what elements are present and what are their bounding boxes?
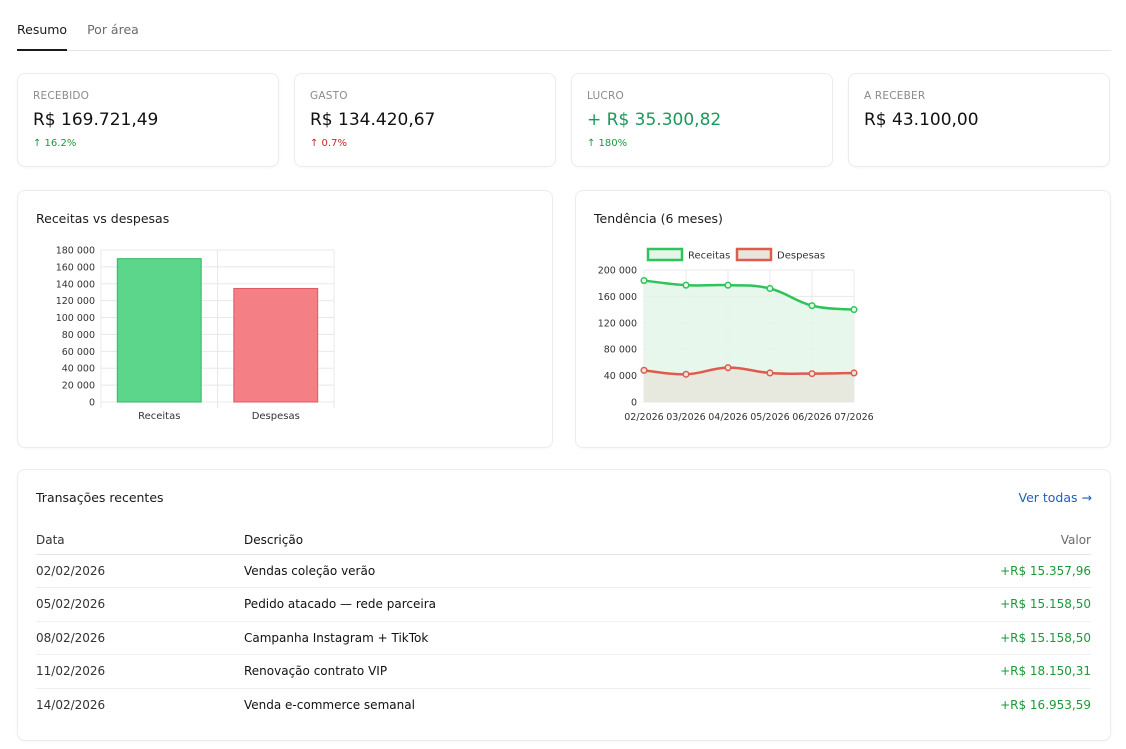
data-point: [766, 284, 774, 293]
y-tick-label: 120 000: [56, 296, 95, 307]
y-tick-label: 20 000: [62, 381, 95, 392]
chart-title: Tendência (6 meses): [594, 211, 723, 226]
transactions-card: Transações recentes Ver todas → Data Des…: [17, 469, 1111, 741]
y-tick-label: 80 000: [62, 330, 95, 341]
stat-label: LUCRO: [587, 90, 624, 102]
bar-chart: 0 20 000 40 000 60 000 80 000 100 000 120 000 1…: [56, 246, 335, 422]
view-all-link[interactable]: Ver todas →: [1018, 490, 1093, 505]
legend-label: Despesas: [777, 251, 825, 262]
row-date: 08/02/2026: [36, 621, 244, 655]
table-row[interactable]: 08/02/2026 Campanha Instagram + TikTok +…: [36, 621, 1091, 655]
y-tick-label: 120 000: [598, 318, 637, 329]
row-description: Venda e-commerce semanal: [244, 698, 415, 712]
bar-despesas: [233, 287, 319, 403]
y-tick-label: 0: [89, 398, 95, 409]
tab-resumo[interactable]: Resumo: [17, 0, 68, 51]
legend-swatch-receitas: [646, 247, 684, 262]
stat-change: ↑ 0.7%: [310, 138, 347, 149]
data-point: [682, 281, 690, 289]
stat-card-lucro: LUCRO + R$ 35.300,82 ↑ 180%: [571, 73, 833, 167]
stat-label: RECEBIDO: [33, 90, 90, 102]
table-header-row: Data Descrição Valor: [36, 526, 1091, 555]
data-point: [808, 302, 816, 310]
stat-card-gasto: GASTO R$ 134.420,67 ↑ 0.7%: [294, 73, 556, 167]
tab-bar: Resumo Por área: [17, 0, 1111, 51]
column-header-date: Data: [36, 526, 244, 555]
series-area-receitas: [644, 280, 854, 402]
table-row[interactable]: 14/02/2026 Venda e-commerce semanal +R$ …: [36, 688, 1091, 722]
y-tick-label: 140 000: [56, 279, 95, 290]
stat-card-a-receber: A RECEBER R$ 43.100,00: [848, 73, 1110, 167]
y-tick-label: 0: [631, 398, 637, 409]
legend-label: Receitas: [688, 251, 730, 262]
x-tick-label: 06/2026: [792, 412, 831, 423]
data-point: [850, 306, 858, 314]
row-description: Pedido atacado — rede parceira: [244, 587, 819, 622]
stat-value: R$ 134.420,67: [310, 110, 436, 130]
transactions-table: Data Descrição Valor 02/02/2026 Vendas c…: [36, 526, 1091, 722]
data-point: [808, 370, 816, 378]
legend-swatch-despesas: [735, 247, 773, 262]
y-tick-label: 80 000: [604, 345, 637, 356]
y-tick-label: 160 000: [598, 292, 637, 303]
row-value: +R$ 18.150,31: [818, 654, 1091, 689]
row-value: +R$ 15.357,96: [818, 554, 1091, 588]
row-description: Renovação contrato VIP: [244, 654, 819, 689]
trend-chart-card: Tendência (6 meses) 0 40 000 80 000 120 000…: [575, 190, 1111, 448]
row-date: 02/02/2026: [36, 554, 244, 588]
stat-change: ↑ 180%: [587, 138, 628, 149]
trend-chart: 0 40 000 80 000 120 000 160 000 200 000 02/202…: [598, 247, 874, 423]
series-area-despesas: [644, 367, 854, 402]
y-tick-label: 200 000: [598, 266, 637, 277]
data-point: [640, 277, 648, 285]
row-value: +R$ 15.158,50: [818, 587, 1091, 622]
row-description: Campanha Instagram + TikTok: [244, 621, 819, 655]
x-tick-label: 03/2026: [666, 412, 705, 423]
tab-por-area[interactable]: Por área: [87, 22, 139, 37]
stat-change: ↑ 16.2%: [33, 138, 77, 149]
data-point: [682, 370, 690, 378]
row-date: 11/02/2026: [36, 654, 244, 689]
y-tick-label: 100 000: [56, 313, 95, 324]
x-tick-label: 02/2026: [624, 412, 663, 423]
x-tick-label: Receitas: [138, 411, 180, 422]
stat-value: + R$ 35.300,82: [587, 110, 722, 130]
table-row[interactable]: 11/02/2026 Renovação contrato VIP +R$ 18…: [36, 654, 1091, 689]
series-line-despesas: [643, 366, 855, 376]
x-tick-label: 04/2026: [708, 412, 747, 423]
row-value: +R$ 16.953,59: [1000, 698, 1091, 712]
y-tick-label: 40 000: [604, 371, 637, 382]
row-value: +R$ 15.158,50: [818, 621, 1091, 655]
data-point: [850, 369, 858, 377]
table-row[interactable]: 05/02/2026 Pedido atacado — rede parceir…: [36, 587, 1091, 622]
column-header-value: Valor: [818, 526, 1091, 555]
bar-chart-card: Receitas vs despesas 0 20 000 40 000 60 000…: [17, 190, 553, 448]
row-description: Vendas coleção verão: [244, 554, 819, 588]
data-point: [724, 281, 732, 289]
bar-receitas: [116, 258, 202, 403]
stat-label: GASTO: [310, 90, 348, 102]
x-tick-label: Despesas: [252, 411, 300, 422]
row-date: 14/02/2026: [36, 698, 106, 712]
column-header-description: Descrição: [244, 526, 819, 555]
data-point: [724, 364, 732, 372]
chart-title: Receitas vs despesas: [36, 211, 170, 226]
stat-value: R$ 43.100,00: [864, 110, 979, 130]
y-tick-label: 60 000: [62, 347, 95, 358]
stat-card-recebido: RECEBIDO R$ 169.721,49 ↑ 16.2%: [17, 73, 279, 167]
y-tick-label: 180 000: [56, 246, 95, 257]
x-tick-label: 07/2026: [834, 412, 873, 423]
x-tick-label: 05/2026: [750, 412, 789, 423]
row-date: 05/02/2026: [36, 587, 244, 622]
table-row[interactable]: 02/02/2026 Vendas coleção verão +R$ 15.3…: [36, 554, 1091, 588]
y-tick-label: 40 000: [62, 364, 95, 375]
series-line-receitas: [643, 279, 855, 311]
data-point: [766, 369, 774, 377]
y-tick-label: 160 000: [56, 262, 95, 273]
transactions-title: Transações recentes: [36, 490, 164, 505]
data-point: [640, 366, 648, 374]
stat-value: R$ 169.721,49: [33, 110, 159, 130]
stat-label: A RECEBER: [864, 90, 926, 102]
